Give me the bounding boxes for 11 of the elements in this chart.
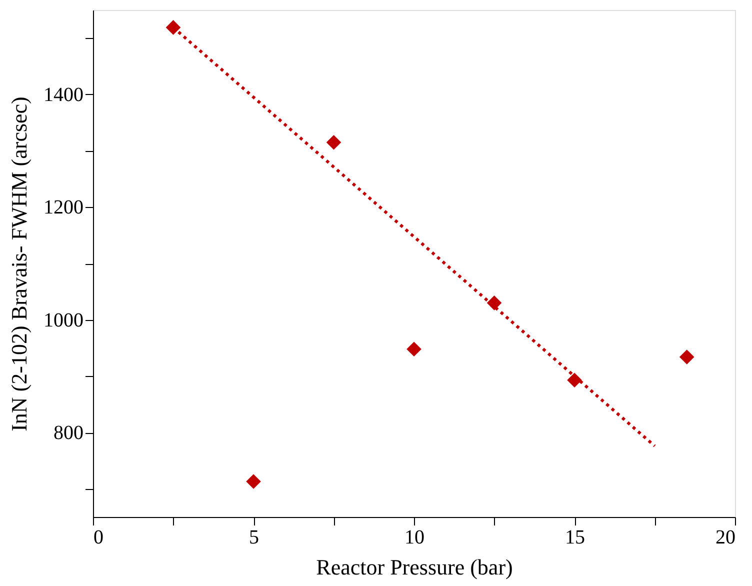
x-tick-label: 0	[94, 526, 104, 548]
y-tick-label: 1200	[44, 196, 84, 219]
x-tick-label: 10	[404, 526, 424, 548]
y-tick-label: 1400	[44, 84, 84, 106]
x-tick-label: 20	[716, 526, 736, 548]
x-axis-title: Reactor Pressure (bar)	[316, 554, 513, 580]
y-tick-label: 800	[54, 422, 84, 444]
x-tick-label: 15	[565, 526, 585, 548]
x-tick-label: 5	[249, 526, 259, 548]
y-axis-title: InN (2-102) Bravais- FWHM (arcsec)	[6, 96, 32, 432]
y-tick-label: 1000	[44, 309, 84, 332]
